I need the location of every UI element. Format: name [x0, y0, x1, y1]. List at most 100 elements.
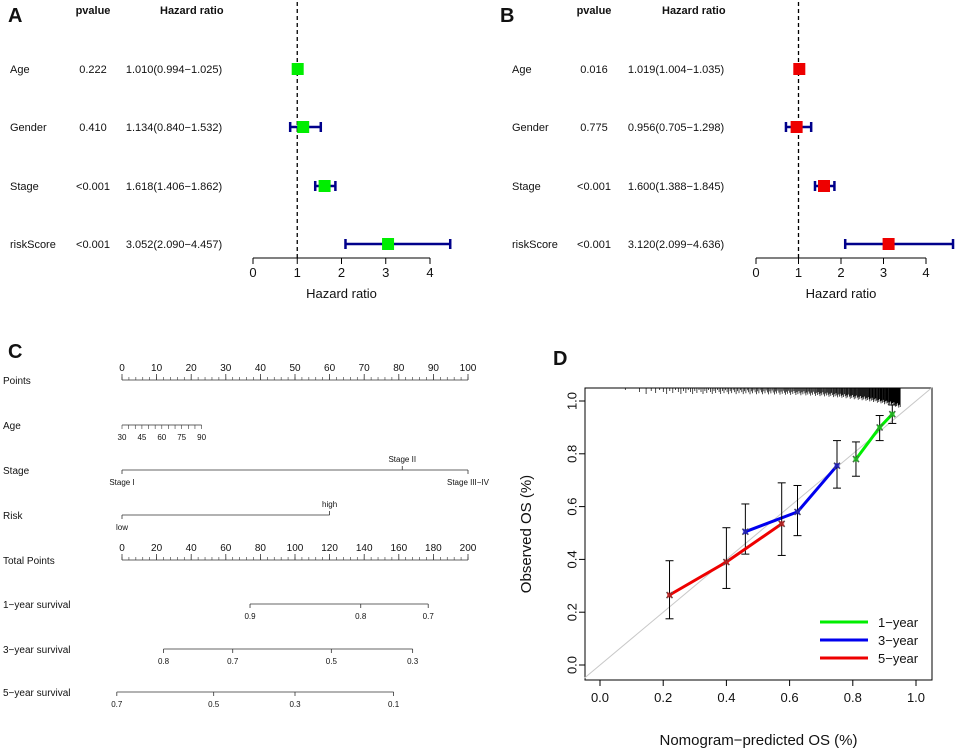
data-point-fill — [795, 509, 800, 515]
tick-label: 0.5 — [326, 657, 338, 666]
plot-frame — [584, 387, 933, 681]
series-line-1 — [744, 464, 839, 534]
data-point-fill — [834, 463, 840, 469]
row-label: Stage — [10, 181, 39, 193]
tick-label: 90 — [428, 363, 440, 374]
legend-label: 1−year — [878, 615, 919, 630]
y-tick-label: 0.2 — [564, 603, 579, 621]
hr-marker — [818, 180, 830, 192]
x-tick-label: 3 — [382, 265, 389, 280]
y-tick-label: 0.6 — [564, 498, 579, 516]
row-label: Stage — [512, 181, 541, 193]
tick-label: 50 — [289, 363, 301, 374]
tick-label: 80 — [255, 543, 267, 554]
data-point-fill — [667, 592, 673, 598]
tick-label: 0.3 — [289, 700, 301, 709]
category-label: Stage I — [109, 478, 134, 487]
row-pvalue: <0.001 — [577, 239, 611, 251]
row-label: Age — [512, 64, 532, 76]
tick-label: 180 — [425, 543, 442, 554]
tick-label: 0 — [119, 363, 125, 374]
row-hr-text: 3.052(2.090−4.457) — [126, 239, 222, 251]
row-label: Gender — [10, 122, 47, 134]
nomogram-row-label: 1−year survival — [3, 600, 71, 611]
tick-label: 40 — [255, 363, 267, 374]
row-pvalue: 0.222 — [79, 64, 107, 76]
x-tick-label: 0.2 — [654, 690, 672, 705]
x-tick-label: 1 — [294, 265, 301, 280]
nomogram-row-label: Age — [3, 421, 21, 432]
y-tick-label: 0.8 — [564, 445, 579, 463]
calibration-plot: 0.0 0.2 0.4 0.6 0.8 1.0 0.0 0.2 0.4 0.6 0.8 1.0 Nomo… — [518, 387, 933, 749]
panel-label-a: A — [8, 5, 22, 27]
tick-label: 0.9 — [244, 612, 256, 621]
y-tick-label: 0.4 — [564, 550, 579, 568]
row-hr-text: 1.134(0.840−1.532) — [126, 122, 222, 134]
x-tick-label: 2 — [837, 265, 844, 280]
panel-label-b: B — [500, 5, 514, 27]
x-tick-label: 0.0 — [591, 690, 609, 705]
nomogram-row-label: Points — [3, 376, 31, 387]
tick-label: 0.1 — [388, 700, 400, 709]
nomogram-row-label: 5−year survival — [3, 688, 71, 699]
row-hr-text: 1.010(0.994−1.025) — [126, 64, 222, 76]
tick-label: 0.8 — [158, 657, 170, 666]
row-label: Age — [10, 64, 30, 76]
tick-label: 0.3 — [407, 657, 419, 666]
hazard-ratio-header: Hazard ratio — [662, 5, 726, 17]
tick-label: 100 — [460, 363, 477, 374]
tick-label: 200 — [460, 543, 477, 554]
category-label: high — [322, 500, 337, 509]
tick-label: 140 — [356, 543, 373, 554]
x-tick-label: 1.0 — [907, 690, 925, 705]
tick-label: 70 — [359, 363, 371, 374]
legend-label: 5−year — [878, 651, 919, 666]
x-tick-label: 0 — [249, 265, 256, 280]
forest-plot-b: pvalue Hazard ratio Age 0.016 1.019(1.004−1.… — [512, 2, 955, 301]
x-tick-label: 0.6 — [781, 690, 799, 705]
tick-label: 45 — [137, 433, 146, 442]
tick-label: 80 — [393, 363, 405, 374]
data-point-fill — [889, 411, 895, 417]
hr-marker — [297, 121, 310, 133]
tick-label: 75 — [177, 433, 186, 442]
pvalue-header: pvalue — [577, 5, 612, 17]
y-tick-label: 0.0 — [564, 656, 579, 674]
x-tick-label: 4 — [922, 265, 929, 280]
data-point-fill — [723, 559, 729, 565]
x-tick-label: 3 — [880, 265, 887, 280]
nomogram: Points 0 10 20 30 40 50 60 70 80 90 100 Age 30 45 60 75 9… — [3, 363, 490, 709]
hr-marker — [291, 63, 304, 75]
y-axis-title: Observed OS (%) — [518, 475, 535, 593]
row-pvalue: 0.410 — [79, 122, 107, 134]
tick-label: 160 — [390, 543, 407, 554]
tick-label: 30 — [220, 363, 232, 374]
row-label: riskScore — [10, 239, 56, 251]
x-tick-label: 0 — [752, 265, 759, 280]
nomogram-row-label: 3−year survival — [3, 645, 71, 656]
row-label: riskScore — [512, 239, 558, 251]
legend-label: 3−year — [878, 633, 919, 648]
tick-label: 40 — [186, 543, 198, 554]
data-point-fill — [877, 424, 883, 430]
forest-plot-a: pvalue Hazard ratio Age 0.222 1.010(0.994−1.… — [10, 2, 452, 301]
data-point-fill — [779, 521, 785, 527]
row-hr-text: 1.019(1.004−1.035) — [628, 64, 724, 76]
tick-label: 100 — [287, 543, 304, 554]
tick-label: 60 — [324, 363, 336, 374]
data-point-fill — [853, 456, 859, 462]
tick-label: 0.5 — [208, 700, 220, 709]
hr-marker — [793, 63, 806, 75]
tick-label: 0 — [119, 543, 125, 554]
category-label: Stage II — [388, 455, 416, 464]
tick-label: 0.7 — [227, 657, 239, 666]
x-tick-label: 1 — [795, 265, 802, 280]
y-tick-label: 1.0 — [564, 392, 579, 410]
tick-label: 0.8 — [355, 612, 367, 621]
x-tick-label: 0.8 — [844, 690, 862, 705]
nomogram-row-label: Stage — [3, 466, 30, 477]
panel-label-d: D — [553, 348, 567, 370]
tick-label: 60 — [220, 543, 232, 554]
panel-label-c: C — [8, 341, 22, 363]
